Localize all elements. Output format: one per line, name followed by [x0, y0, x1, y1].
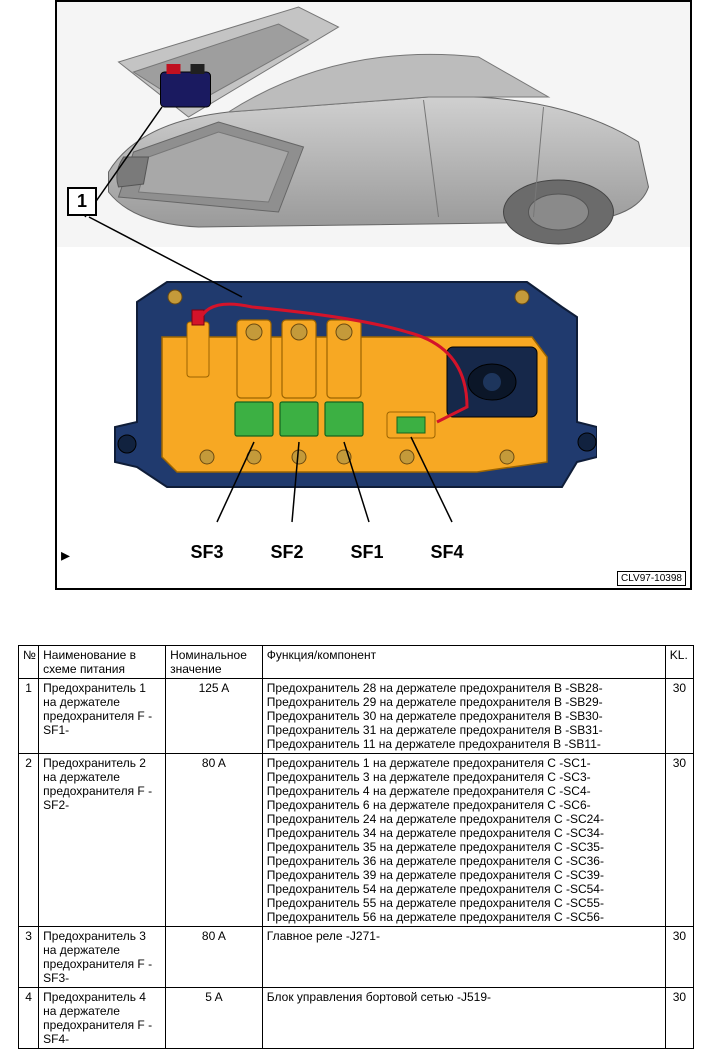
callout-1: 1	[67, 187, 97, 216]
cell-kl: 30	[665, 754, 693, 927]
cell-name: Предохранитель 3 на держателе предохрани…	[39, 927, 166, 988]
cell-nom: 80 A	[166, 927, 263, 988]
cell-kl: 30	[665, 988, 693, 1049]
fuse-table: № Наименование в схеме питания Номинальн…	[18, 645, 694, 1049]
th-func: Функция/компонент	[262, 646, 665, 679]
cell-func: Предохранитель 28 на держателе предохран…	[262, 679, 665, 754]
cell-nom: 125 A	[166, 679, 263, 754]
cell-kl: 30	[665, 679, 693, 754]
cell-num: 1	[19, 679, 39, 754]
table-row: 2Предохранитель 2 на держателе предохран…	[19, 754, 694, 927]
th-num: №	[19, 646, 39, 679]
fuse-table-body: 1Предохранитель 1 на держателе предохран…	[19, 679, 694, 1049]
cell-name: Предохранитель 1 на держателе предохрани…	[39, 679, 166, 754]
image-code: CLV97-10398	[617, 571, 686, 586]
table-row: 3Предохранитель 3 на держателе предохран…	[19, 927, 694, 988]
fuse-table-head: № Наименование в схеме питания Номинальн…	[19, 646, 694, 679]
th-kl: KL.	[665, 646, 693, 679]
cell-num: 3	[19, 927, 39, 988]
cell-func: Главное реле -J271-	[262, 927, 665, 988]
th-name: Наименование в схеме питания	[39, 646, 166, 679]
table-row: 1Предохранитель 1 на держателе предохран…	[19, 679, 694, 754]
cell-name: Предохранитель 4 на держателе предохрани…	[39, 988, 166, 1049]
cell-num: 4	[19, 988, 39, 1049]
cell-kl: 30	[665, 927, 693, 988]
th-nom: Номинальное значение	[166, 646, 263, 679]
cell-num: 2	[19, 754, 39, 927]
cell-nom: 80 A	[166, 754, 263, 927]
cell-func: Блок управления бортовой сетью -J519-	[262, 988, 665, 1049]
cell-nom: 5 A	[166, 988, 263, 1049]
callout-leader	[57, 2, 647, 562]
cell-func: Предохранитель 1 на держателе предохрани…	[262, 754, 665, 927]
figure-frame: 1	[55, 0, 692, 590]
table-row: 4Предохранитель 4 на держателе предохран…	[19, 988, 694, 1049]
callout-1-label: 1	[77, 191, 87, 211]
cell-name: Предохранитель 2 на держателе предохрани…	[39, 754, 166, 927]
